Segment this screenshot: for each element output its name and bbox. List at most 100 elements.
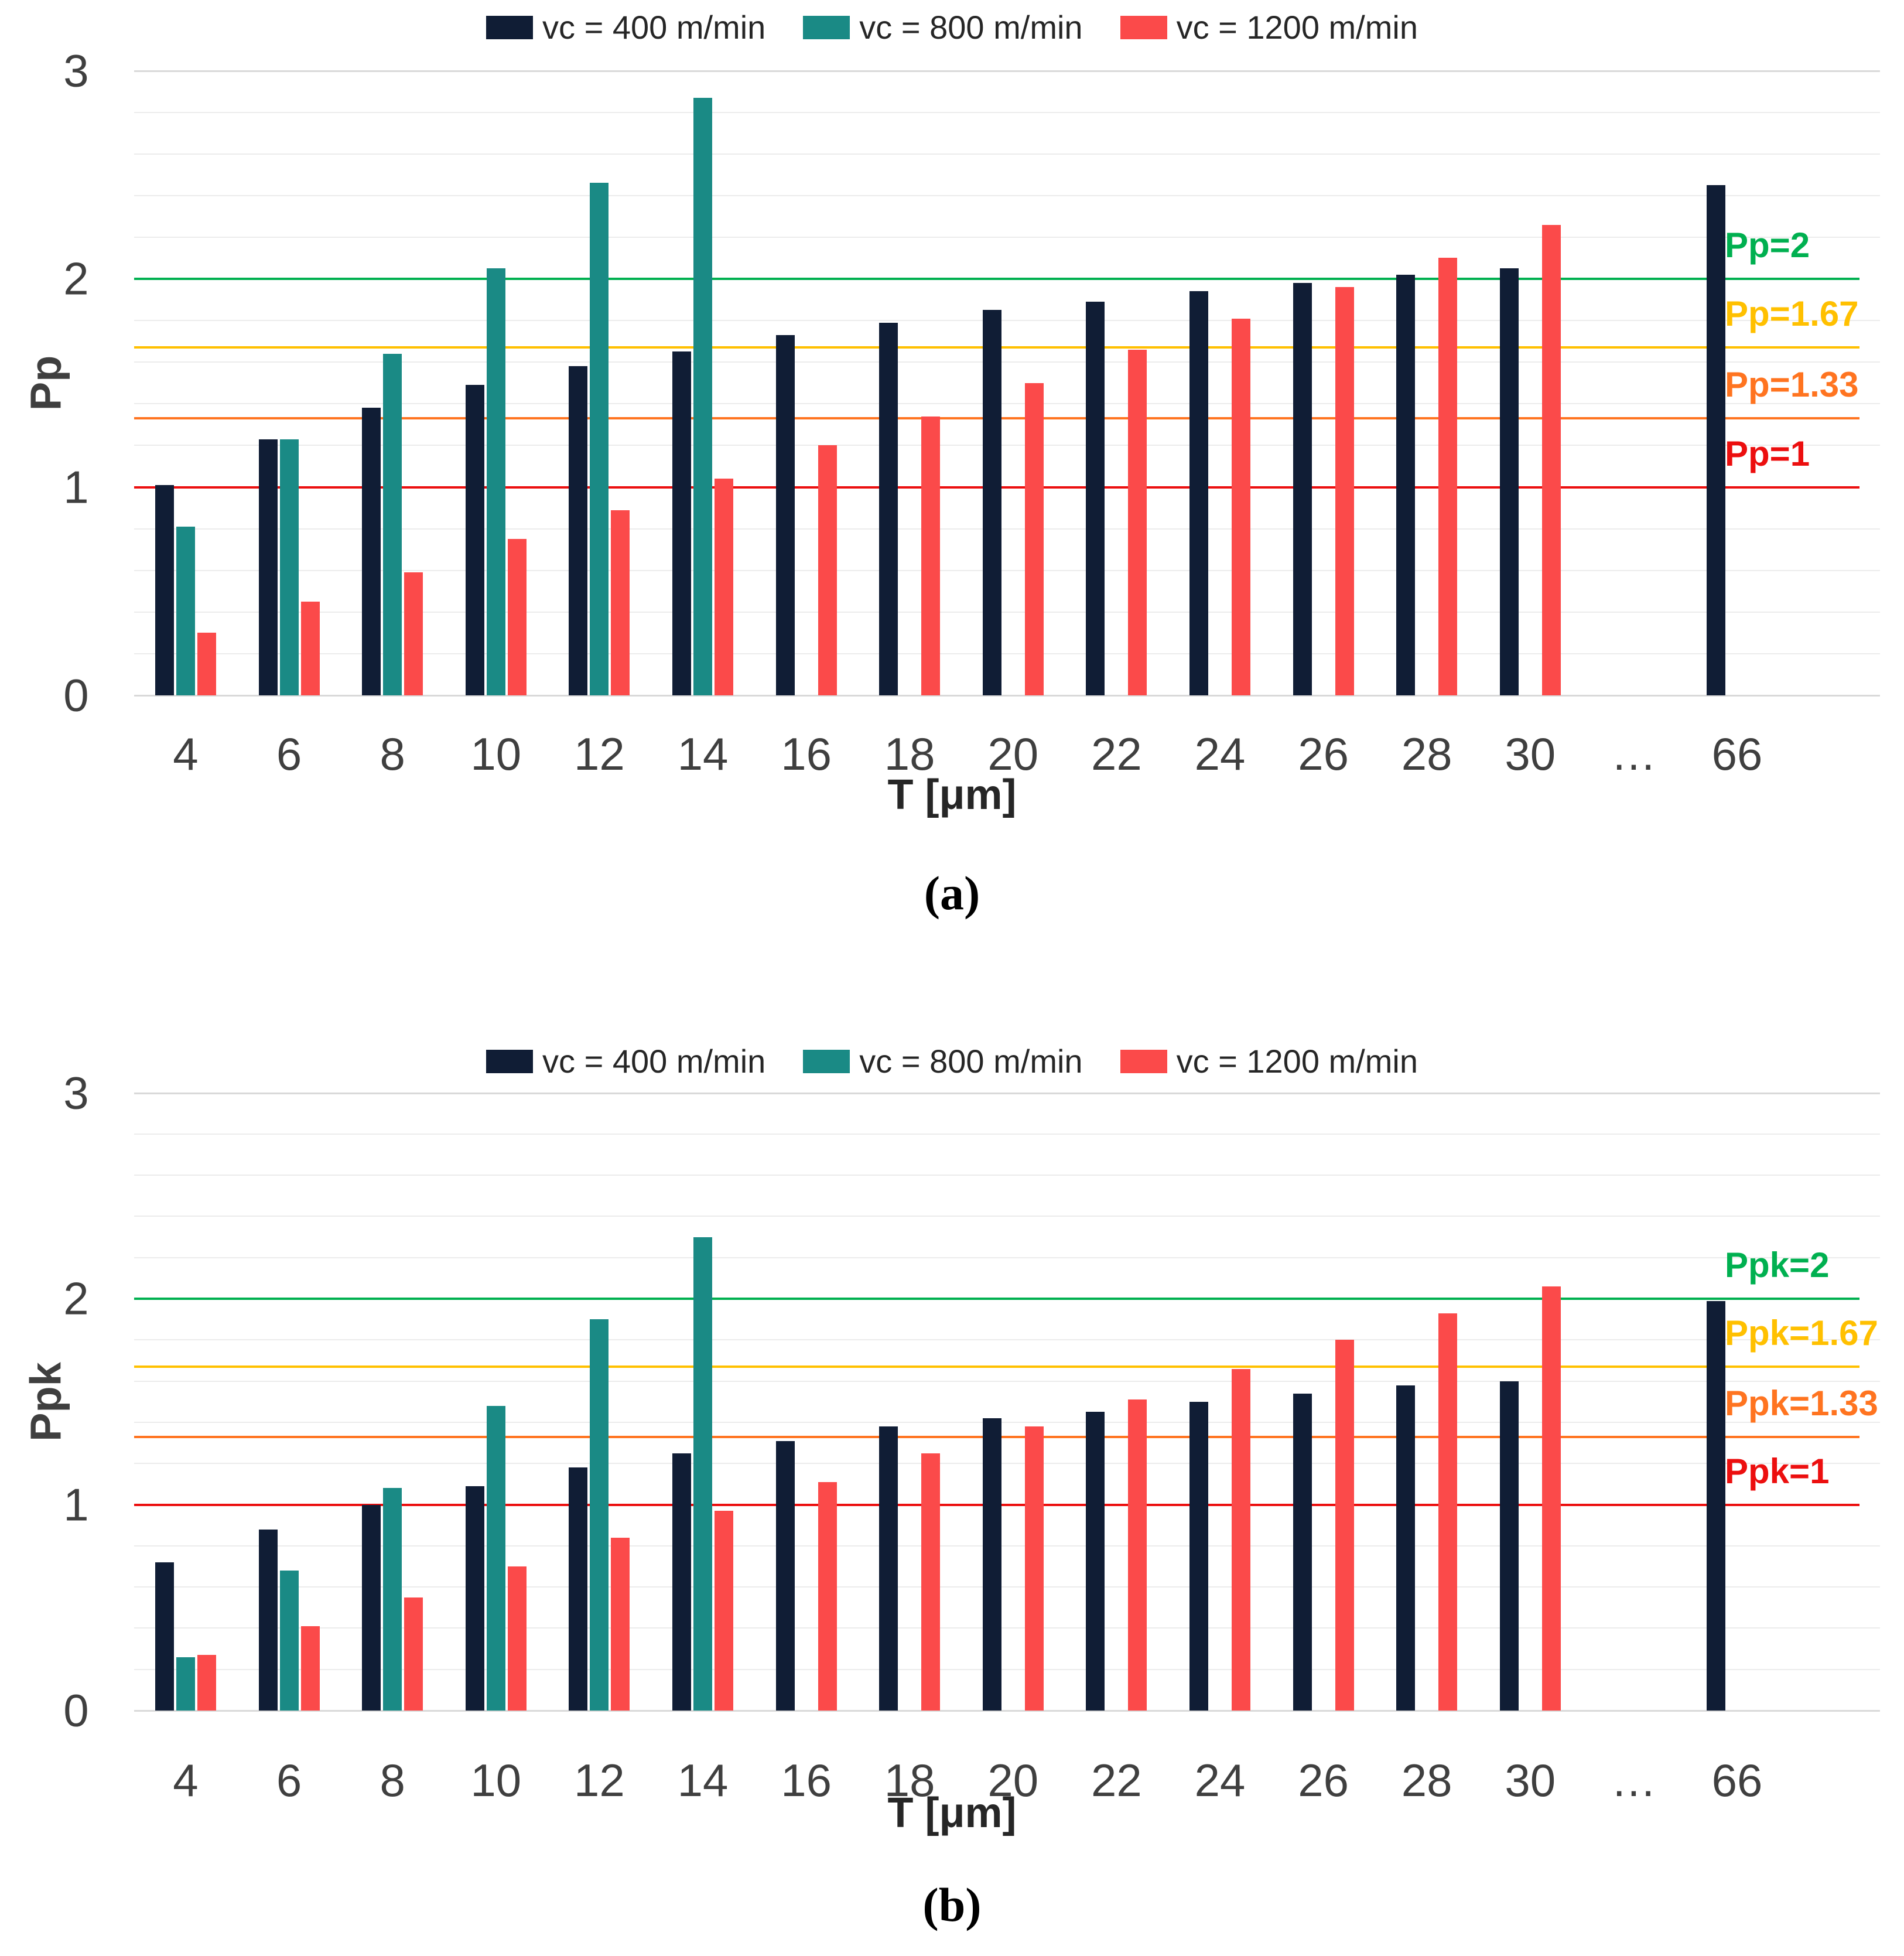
- bar: [569, 366, 588, 695]
- legend-label: vc = 400 m/min: [542, 9, 766, 46]
- gridline: [134, 1133, 1880, 1135]
- bar: [1024, 1426, 1044, 1711]
- bar: [775, 1440, 795, 1711]
- legend-label: vc = 1200 m/min: [1176, 1043, 1418, 1080]
- x-axis-title: T [μm]: [887, 1790, 1017, 1836]
- bar: [569, 1467, 588, 1711]
- legend-item: vc = 1200 m/min: [1120, 1042, 1418, 1080]
- bar: [879, 322, 898, 695]
- bar: [590, 183, 609, 695]
- bar: [982, 1418, 1001, 1711]
- x-tick-label: 24: [1194, 1754, 1246, 1806]
- x-tick-label: 22: [1091, 1754, 1142, 1806]
- legend-swatch: [486, 15, 534, 39]
- panel-caption: (b): [922, 1878, 982, 1931]
- y-axis-title: Pp: [21, 355, 70, 411]
- bar: [1707, 185, 1725, 695]
- bar: [1707, 1300, 1725, 1711]
- bar: [507, 1566, 527, 1711]
- bar: [1335, 1340, 1354, 1711]
- bar: [982, 310, 1001, 695]
- gridline: [134, 236, 1880, 238]
- legend-item: vc = 800 m/min: [803, 8, 1083, 46]
- gridline: [134, 1175, 1880, 1176]
- gridline: [134, 695, 1880, 697]
- bar: [404, 572, 423, 695]
- bar: [1499, 1381, 1519, 1711]
- bar: [1396, 1385, 1416, 1711]
- gridline: [134, 153, 1880, 155]
- legend-item: vc = 400 m/min: [486, 8, 765, 46]
- bar: [879, 1426, 898, 1711]
- ref-line-label: Pp=1.67: [1725, 294, 1859, 334]
- bar: [1086, 302, 1105, 695]
- bar: [1293, 1393, 1312, 1711]
- bar: [921, 416, 941, 695]
- bar: [715, 1511, 733, 1711]
- bar: [1541, 224, 1561, 695]
- legend-label: vc = 800 m/min: [859, 1043, 1083, 1080]
- x-tick-label: 12: [574, 728, 625, 780]
- bar: [715, 479, 733, 695]
- bar: [155, 1562, 174, 1711]
- bar: [1541, 1286, 1561, 1711]
- bar: [775, 334, 795, 695]
- x-tick-label: 12: [574, 1754, 625, 1806]
- legend-label: vc = 400 m/min: [542, 1043, 766, 1080]
- gridline: [134, 1380, 1880, 1382]
- y-tick-label: 3: [63, 45, 89, 96]
- x-tick-label: 24: [1194, 728, 1246, 780]
- bar: [611, 510, 630, 695]
- legend: vc = 400 m/min vc = 800 m/min vc = 1200 m/…: [0, 8, 1904, 46]
- x-tick-label: 16: [781, 1754, 832, 1806]
- bar: [176, 1657, 195, 1711]
- x-tick-label: 8: [380, 1754, 405, 1806]
- ref-line: [134, 1365, 1859, 1368]
- ref-line-label: Ppk=2: [1725, 1245, 1830, 1285]
- bar: [1232, 1368, 1250, 1711]
- ref-line: [134, 1298, 1859, 1300]
- legend-label: vc = 800 m/min: [859, 9, 1083, 46]
- x-tick-label: 4: [173, 728, 199, 780]
- ref-line-label: Ppk=1: [1725, 1451, 1830, 1491]
- gridline: [134, 1463, 1880, 1465]
- x-tick-label: 66: [1711, 728, 1763, 780]
- legend-swatch: [1120, 15, 1167, 39]
- y-tick-label: 3: [63, 1067, 89, 1118]
- x-tick-label: …: [1611, 728, 1657, 780]
- bar: [1024, 383, 1044, 695]
- bar: [1438, 258, 1458, 695]
- gridline: [134, 445, 1880, 446]
- bar: [1396, 274, 1416, 695]
- ref-line: [134, 278, 1859, 280]
- gridline: [134, 653, 1880, 654]
- bar: [258, 1529, 278, 1711]
- bar: [590, 1319, 609, 1711]
- gridline: [134, 111, 1880, 113]
- bar: [383, 1488, 402, 1711]
- bar: [486, 268, 505, 695]
- bar: [258, 439, 278, 695]
- y-tick-label: 0: [63, 1684, 89, 1736]
- y-axis-title: Ppk: [21, 1361, 70, 1442]
- gridline: [134, 320, 1880, 322]
- bar: [921, 1453, 941, 1711]
- bar: [176, 527, 195, 695]
- x-tick-label: 14: [677, 728, 729, 780]
- x-tick-label: 6: [276, 728, 302, 780]
- x-tick-label: 6: [276, 1754, 302, 1806]
- bar: [279, 439, 299, 695]
- bar: [611, 1537, 630, 1711]
- gridline: [134, 611, 1880, 613]
- legend-item: vc = 1200 m/min: [1120, 8, 1418, 46]
- legend-item: vc = 400 m/min: [486, 1042, 765, 1080]
- bar: [1128, 349, 1147, 695]
- bar: [362, 1504, 381, 1711]
- legend-label: vc = 1200 m/min: [1176, 9, 1418, 46]
- bar: [1189, 1401, 1208, 1711]
- bar: [300, 1626, 320, 1711]
- legend-swatch: [803, 1049, 850, 1073]
- x-tick-label: 18: [884, 728, 935, 780]
- x-tick-label: 20: [987, 728, 1039, 780]
